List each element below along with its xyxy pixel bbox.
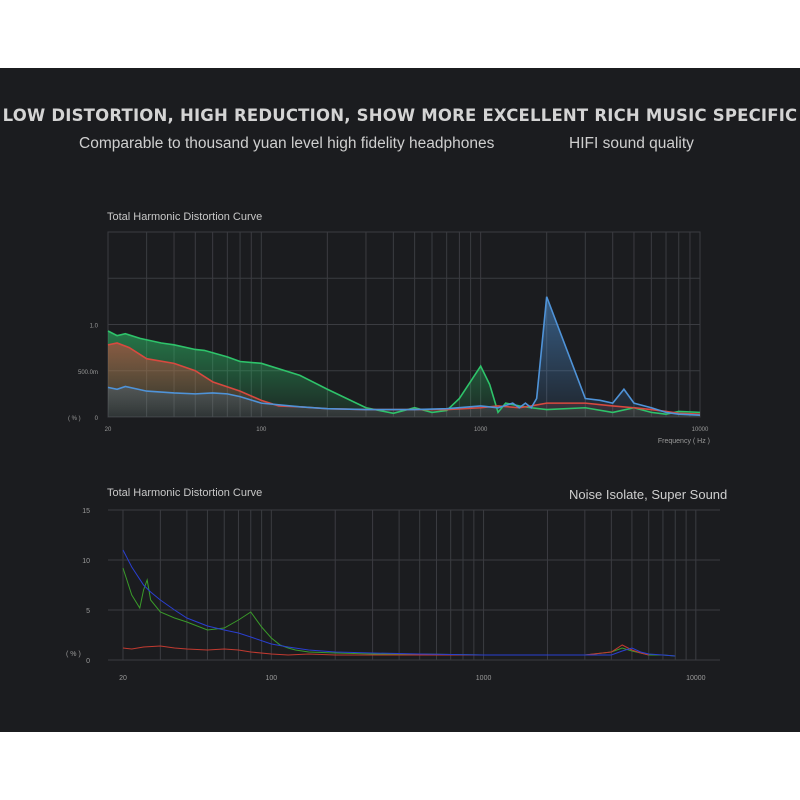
series-line-3 [122,549,676,657]
y-tick-label: 15 [82,508,90,515]
y-tick-label: 1.0 [90,324,99,330]
y-tick-label: 500.0m [78,370,98,376]
chart2-title: Total Harmonic Distortion Curve [107,487,263,499]
y-tick-label: 0 [95,416,99,422]
series-area-1 [108,330,700,417]
x-tick-label: 100 [256,427,267,433]
x-tick-label: 20 [119,675,127,682]
chart2-annotation: Noise Isolate, Super Sound [569,487,728,502]
series-area-3 [108,296,700,417]
series-line-3 [107,296,701,416]
x-tick-label: 10000 [686,675,706,682]
subline-right: HIFI sound quality [569,135,694,152]
subline-left: Comparable to thousand yuan level high f… [79,135,495,152]
y-axis-label: ( % ) [68,416,81,422]
x-tick-label: 10000 [692,427,709,433]
x-tick-label: 1000 [474,427,488,433]
x-tick-label: 20 [105,427,112,433]
x-axis-label: Frequency ( Hz ) [658,438,710,445]
y-axis-label: ( % ) [66,651,81,658]
y-tick-label: 0 [86,658,90,665]
y-tick-label: 5 [86,608,90,615]
y-tick-label: 10 [82,558,90,565]
x-tick-label: 100 [265,675,277,682]
series-line-2 [122,644,649,656]
x-tick-label: 1000 [476,675,492,682]
series-line-1 [107,330,701,416]
headline: LOW DISTORTION, HIGH REDUCTION, SHOW MOR… [2,106,798,125]
chart1-title: Total Harmonic Distortion Curve [107,211,263,223]
